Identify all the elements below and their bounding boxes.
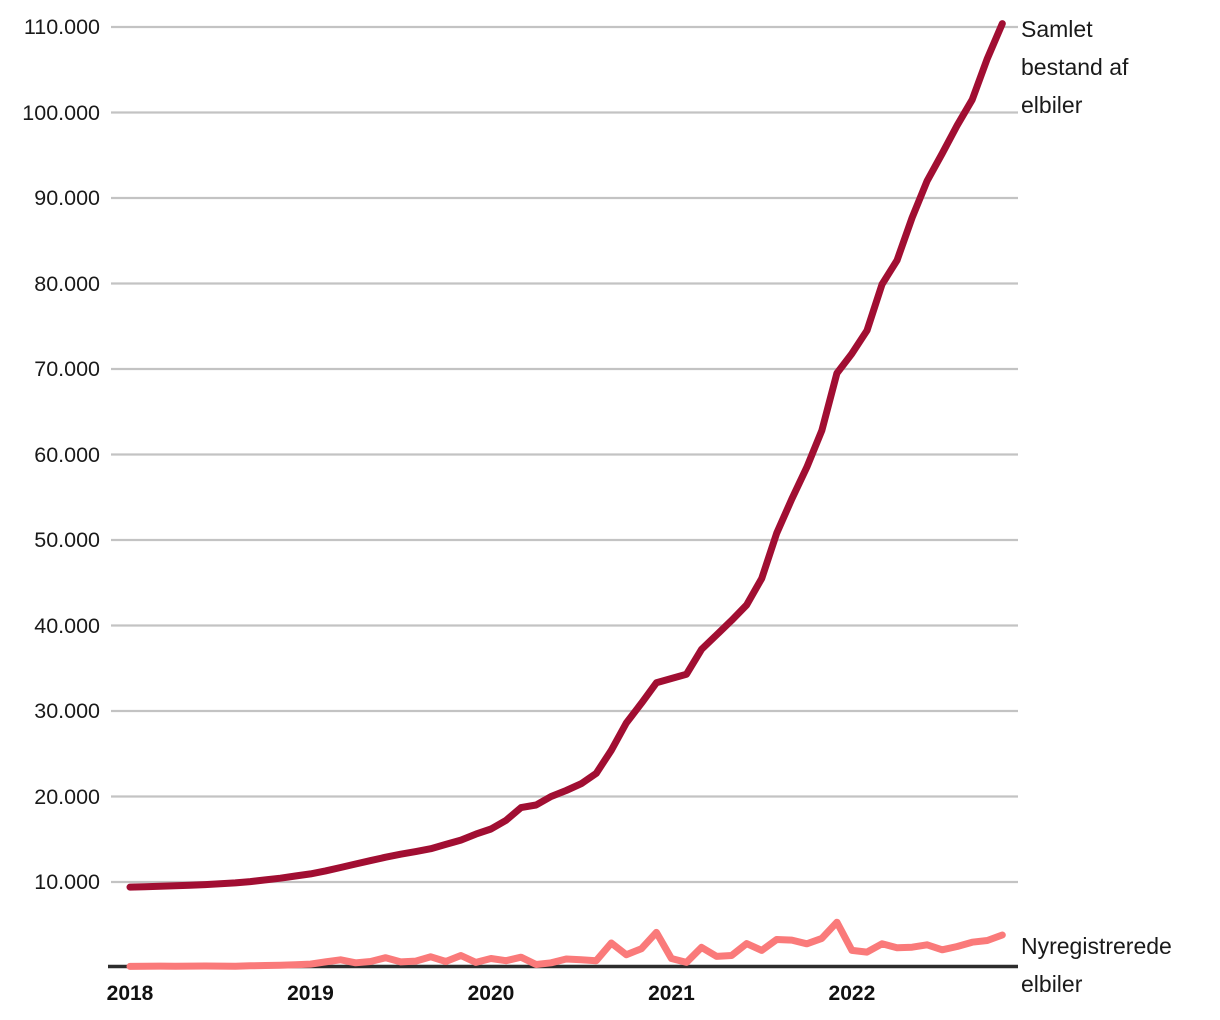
series-line-samlet-bestand [126, 20, 1006, 891]
y-tick-label: 60.000 [34, 442, 100, 467]
series-label-nyregistrerede: Nyregistrerede elbiler [1021, 927, 1219, 1003]
x-tick-label: 2021 [648, 982, 695, 1005]
y-tick-label: 80.000 [34, 271, 100, 296]
gridlines [111, 25, 1018, 884]
y-tick-label: 50.000 [34, 528, 100, 552]
y-tick-label: 30.000 [34, 699, 100, 723]
y-tick-label: 10.000 [34, 870, 100, 894]
series-label-line: Samlet [1021, 16, 1093, 42]
y-tick-label: 20.000 [34, 784, 100, 809]
series-label-line: elbiler [1021, 971, 1083, 997]
x-tick-label: 2022 [828, 982, 876, 1005]
x-tick-label: 2018 [106, 982, 154, 1005]
x-tick-label: 2020 [467, 982, 515, 1005]
x-tick-label: 2019 [287, 982, 334, 1005]
series-label-samlet-bestand: Samlet bestand af elbiler [1021, 10, 1219, 124]
series-label-line: bestand af [1021, 54, 1129, 80]
y-tick-label: 110.000 [23, 15, 100, 39]
y-tick-label: 40.000 [34, 613, 100, 638]
y-tick-label: 90.000 [34, 186, 100, 210]
y-tick-label: 70.000 [34, 357, 100, 381]
series-label-line: elbiler [1021, 92, 1083, 118]
y-tick-label: 100.000 [22, 100, 100, 125]
series-line-nyregistrerede [126, 918, 1006, 970]
series-label-line: Nyregistrerede [1021, 933, 1172, 959]
